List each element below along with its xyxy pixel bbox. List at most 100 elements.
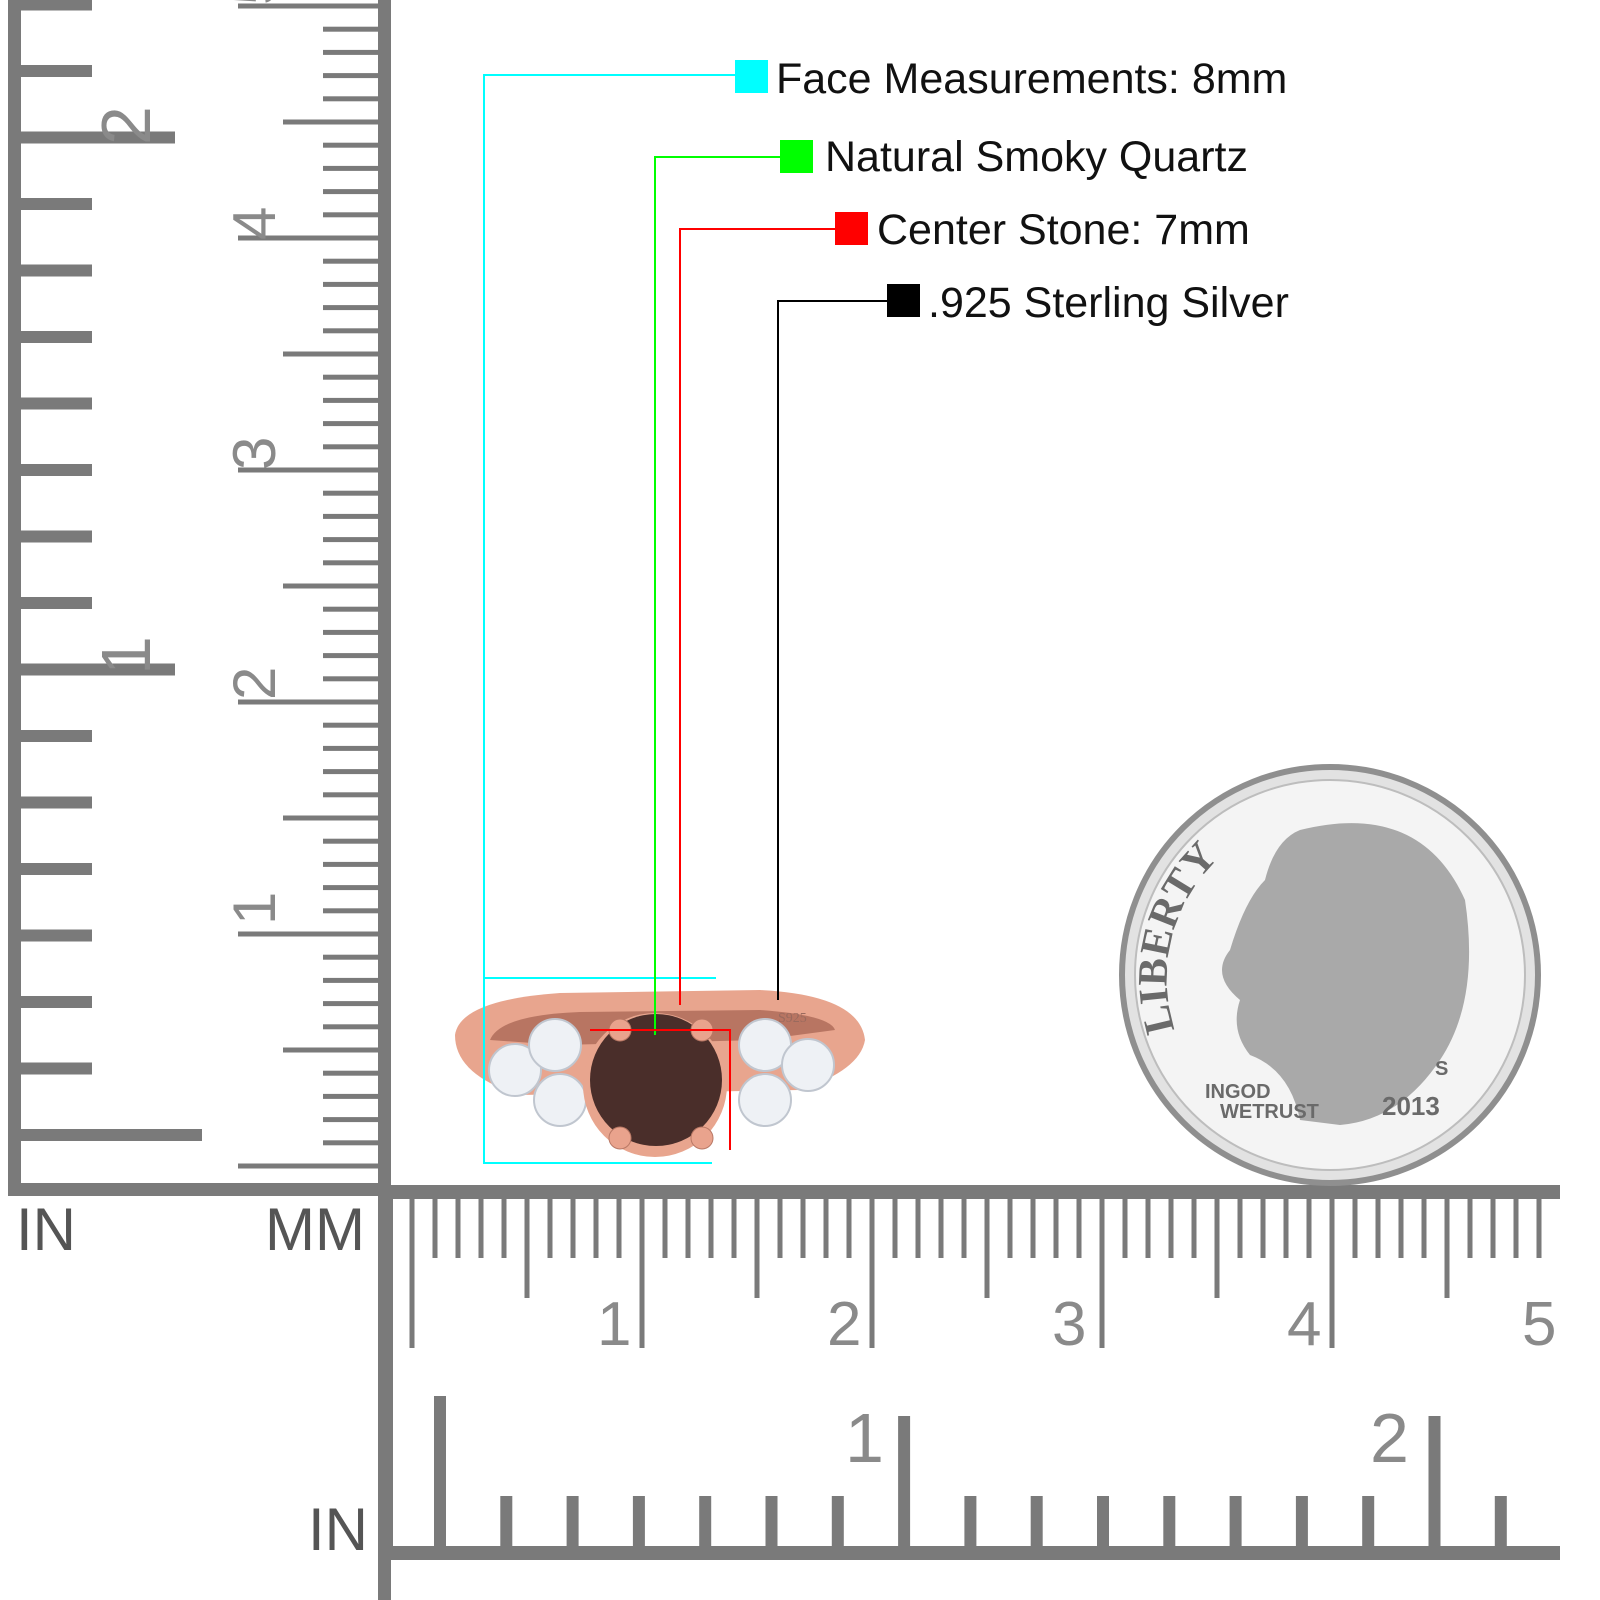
vertical-inch-unit: IN bbox=[16, 1196, 76, 1263]
horizontal-mm-tick bbox=[1329, 1198, 1335, 1348]
horizontal-mm-tick bbox=[1214, 1198, 1220, 1298]
vertical-mm-tick bbox=[323, 1024, 378, 1030]
horizontal-mm-tick bbox=[1007, 1198, 1013, 1258]
horizontal-mm-tick bbox=[685, 1198, 691, 1258]
legend-center-stone: Center Stone: 7mm bbox=[877, 206, 1250, 254]
horizontal-cm-label-1: 1 bbox=[597, 1290, 631, 1359]
vertical-mm-tick bbox=[323, 537, 378, 543]
horizontal-inch-tick bbox=[1097, 1496, 1109, 1546]
horizontal-mm-tick bbox=[1536, 1198, 1542, 1258]
horizontal-ruler-bottom-edge bbox=[380, 1546, 1560, 1560]
coin-motto-line1: INGOD bbox=[1205, 1081, 1271, 1103]
horizontal-mm-tick bbox=[570, 1198, 576, 1258]
horizontal-cm-label-3: 3 bbox=[1052, 1290, 1086, 1359]
vertical-inch-tick bbox=[20, 796, 92, 809]
horizontal-mm-tick bbox=[1444, 1198, 1450, 1298]
vertical-mm-tick bbox=[323, 328, 378, 334]
vertical-mm-tick bbox=[323, 421, 378, 427]
vertical-mm-tick bbox=[283, 119, 378, 125]
vertical-mm-tick bbox=[238, 467, 378, 473]
horizontal-cm-label-2: 2 bbox=[827, 1290, 861, 1359]
vertical-mm-tick bbox=[323, 281, 378, 287]
vertical-cm-label-5: 5 bbox=[221, 0, 288, 5]
vertical-mm-tick bbox=[323, 722, 378, 728]
vertical-cm-label-4: 4 bbox=[221, 207, 288, 240]
vertical-mm-tick bbox=[238, 1163, 378, 1169]
horizontal-cm-label-5: 5 bbox=[1522, 1290, 1556, 1359]
vertical-inch-tick bbox=[20, 198, 92, 210]
vertical-mm-tick bbox=[323, 258, 378, 264]
vertical-mm-tick bbox=[323, 954, 378, 960]
accent-diamond bbox=[738, 1073, 792, 1127]
horizontal-mm-tick bbox=[777, 1198, 783, 1258]
horizontal-mm-tick bbox=[1053, 1198, 1059, 1258]
center-smoky-quartz bbox=[590, 1014, 722, 1146]
vertical-mm-tick bbox=[323, 676, 378, 682]
horizontal-mm-tick bbox=[1375, 1198, 1381, 1258]
horizontal-mm-tick bbox=[593, 1198, 599, 1258]
roosevelt-portrait bbox=[1222, 823, 1470, 1125]
vertical-mm-tick bbox=[323, 885, 378, 891]
vertical-mm-tick bbox=[323, 142, 378, 148]
vertical-mm-tick bbox=[283, 1047, 378, 1053]
vertical-mm-tick bbox=[323, 305, 378, 311]
coin-mint-mark: S bbox=[1435, 1058, 1448, 1080]
vertical-mm-tick bbox=[323, 189, 378, 195]
horizontal-mm-tick bbox=[1513, 1198, 1519, 1258]
vertical-mm-tick bbox=[323, 444, 378, 450]
vertical-mm-tick bbox=[323, 26, 378, 32]
horizontal-mm-tick bbox=[754, 1198, 760, 1298]
legend-swatch-black bbox=[887, 284, 920, 317]
vertical-cm-label-2: 2 bbox=[221, 667, 288, 700]
vertical-mm-tick bbox=[323, 212, 378, 218]
horizontal-inch-tick bbox=[831, 1496, 844, 1546]
horizontal-inch-tick bbox=[1295, 1496, 1308, 1546]
horizontal-mm-tick bbox=[1306, 1198, 1312, 1258]
face-measurement-line bbox=[483, 74, 735, 1164]
vertical-inch-tick bbox=[20, 1129, 202, 1141]
vertical-mm-tick bbox=[323, 1070, 378, 1076]
vertical-inch-tick bbox=[20, 131, 175, 144]
horizontal-mm-tick bbox=[915, 1198, 921, 1258]
metal-line bbox=[777, 300, 887, 1000]
vertical-mm-tick bbox=[323, 745, 378, 751]
vertical-inch-tick bbox=[20, 331, 92, 343]
horizontal-inch-unit: IN bbox=[308, 1496, 368, 1563]
horizontal-mm-tick bbox=[1421, 1198, 1427, 1258]
vertical-mm-tick bbox=[238, 3, 378, 9]
horizontal-mm-tick bbox=[731, 1198, 737, 1258]
vertical-mm-tick bbox=[323, 490, 378, 496]
vertical-inch-tick bbox=[20, 929, 92, 942]
horizontal-mm-tick bbox=[938, 1198, 944, 1258]
horizontal-inch-tick bbox=[1030, 1496, 1043, 1546]
horizontal-mm-tick bbox=[639, 1198, 645, 1348]
horizontal-mm-tick bbox=[1191, 1198, 1197, 1258]
horizontal-mm-tick bbox=[1122, 1198, 1128, 1258]
horizontal-inch-tick bbox=[1428, 1416, 1441, 1546]
coin-motto-line2: WETRUST bbox=[1220, 1101, 1319, 1123]
vertical-inch-tick bbox=[20, 0, 92, 11]
vertical-inch-tick bbox=[20, 397, 92, 410]
horizontal-mm-tick bbox=[869, 1198, 875, 1348]
horizontal-mm-tick bbox=[455, 1198, 461, 1258]
vertical-mm-tick bbox=[323, 606, 378, 612]
vertical-ruler-bottom-edge bbox=[8, 1183, 390, 1196]
vertical-mm-tick bbox=[323, 560, 378, 566]
vertical-inch-tick bbox=[20, 530, 92, 543]
vertical-mm-tick bbox=[323, 374, 378, 380]
horizontal-mm-tick bbox=[892, 1198, 898, 1258]
horizontal-mm-tick bbox=[1099, 1198, 1105, 1348]
horizontal-inch-tick bbox=[1494, 1496, 1507, 1546]
ring-stamp: S925 bbox=[778, 1011, 807, 1026]
legend-metal: .925 Sterling Silver bbox=[928, 279, 1289, 327]
vertical-mm-tick bbox=[323, 513, 378, 519]
center-stone-line bbox=[679, 228, 835, 1005]
horizontal-mm-tick bbox=[501, 1198, 507, 1258]
vertical-mm-tick bbox=[283, 583, 378, 589]
horizontal-ruler-top-edge bbox=[390, 1185, 1560, 1199]
vertical-inch-tick bbox=[20, 1062, 92, 1075]
vertical-mm-tick bbox=[323, 977, 378, 983]
horizontal-inch-label-1: 1 bbox=[845, 1399, 884, 1477]
vertical-inch-tick bbox=[20, 663, 175, 676]
